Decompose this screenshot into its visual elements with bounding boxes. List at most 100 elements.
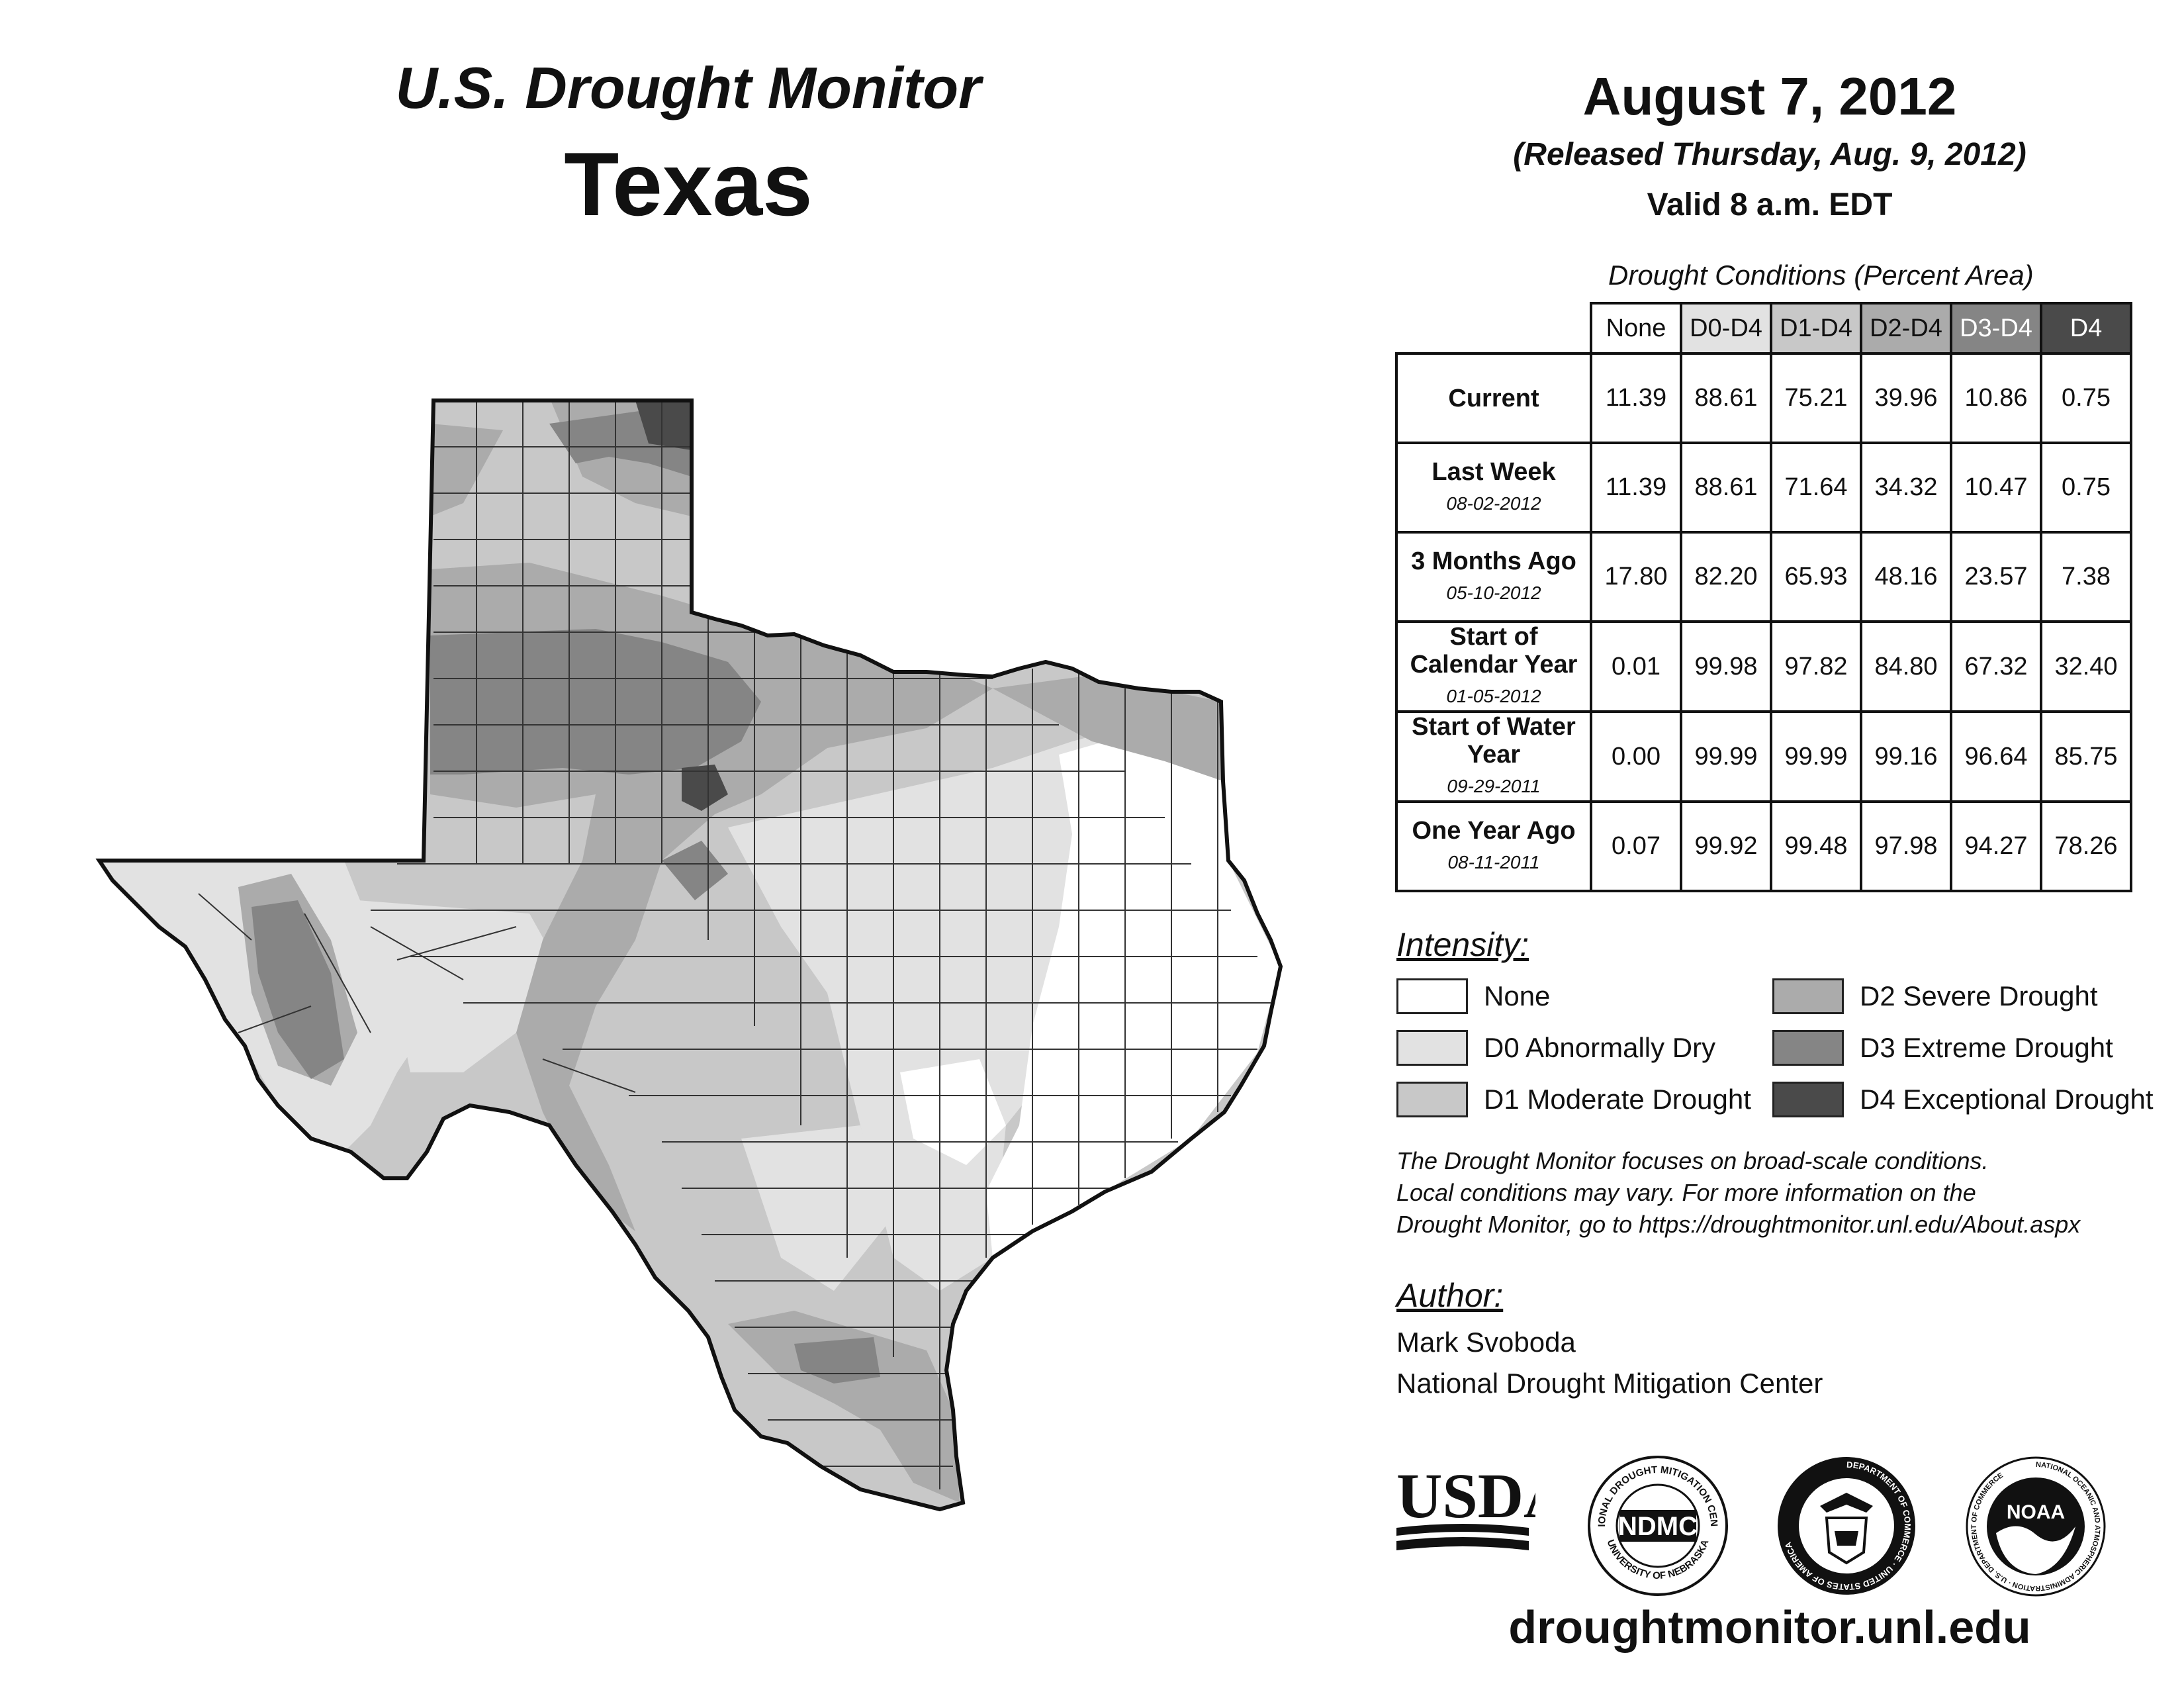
author-name: Mark Svoboda [1396, 1327, 1576, 1358]
row-label-text: Start of Water Year [1412, 713, 1576, 769]
noaa-logo: NATIONAL OCEANIC AND ATMOSPHERIC ADMINIS… [1966, 1456, 2106, 1597]
ndmc-logo-text: NDMC [1618, 1512, 1698, 1541]
row-sublabel: 08-11-2011 [1447, 851, 1540, 872]
row-label-text: 3 Months Ago [1411, 547, 1576, 575]
legend-swatch [1772, 978, 1844, 1014]
commerce-seal: DEPARTMENT OF COMMERCE · UNITED STATES O… [1778, 1457, 1915, 1595]
row-label-text: Current [1448, 384, 1539, 412]
table-cell: 78.26 [2040, 800, 2132, 892]
state-title: Texas [564, 134, 813, 234]
table-cell: 11.39 [1590, 352, 1682, 444]
row-label-text: One Year Ago [1412, 816, 1576, 845]
legend-label: D1 Moderate Drought [1484, 1084, 1751, 1115]
table-cell: 71.64 [1770, 442, 1862, 534]
table-cell: 67.32 [1950, 620, 2042, 713]
table-cell: 85.75 [2040, 710, 2132, 803]
legend-item: D4 Exceptional Drought [1772, 1082, 2154, 1117]
row-sublabel: 05-10-2012 [1446, 582, 1541, 603]
table-row: 3 Months Ago 05-10-2012 17.80 82.20 65.93… [1395, 531, 2132, 623]
row-sublabel: 01-05-2012 [1446, 686, 1541, 706]
table-cell: 65.93 [1770, 531, 1862, 623]
legend-item: D1 Moderate Drought [1396, 1082, 1751, 1117]
table-cell: 0.01 [1590, 620, 1682, 713]
legend-swatch [1772, 1030, 1844, 1066]
column-header: D2-D4 [1860, 302, 1952, 355]
table-cell: 99.48 [1770, 800, 1862, 892]
ship-icon [1835, 1531, 1858, 1546]
table-cell: 99.92 [1680, 800, 1772, 892]
eagle-icon [1820, 1493, 1873, 1513]
table-cell: 23.57 [1950, 531, 2042, 623]
usda-logo-text: USDA [1396, 1460, 1535, 1531]
table-cell: 82.20 [1680, 531, 1772, 623]
drought-conditions-table: None D0-D4 D1-D4 D2-D4 D3-D4 D4 Current … [1395, 302, 2132, 892]
column-header: D1-D4 [1770, 302, 1862, 355]
table-cell: 17.80 [1590, 531, 1682, 623]
row-label-text: Start of Calendar Year [1410, 623, 1578, 679]
legend-label: D4 Exceptional Drought [1860, 1084, 2154, 1115]
author-title: Author: [1396, 1277, 1504, 1314]
legend-item: None [1396, 978, 1550, 1014]
row-label: Last Week 08-02-2012 [1395, 442, 1592, 534]
valid-time: Valid 8 a.m. EDT [1647, 187, 1893, 222]
note-line: Drought Monitor, go to https://droughtmo… [1396, 1211, 2081, 1238]
row-label: One Year Ago 08-11-2011 [1395, 800, 1592, 892]
legend-swatch [1772, 1082, 1844, 1117]
legend-title: Intensity: [1396, 926, 1529, 963]
table-cell: 99.99 [1770, 710, 1862, 803]
table-cell: 97.82 [1770, 620, 1862, 713]
table-row: Start of Calendar Year 01-05-2012 0.01 99… [1395, 620, 2132, 713]
table-cell: 99.98 [1680, 620, 1772, 713]
table-cell: 32.40 [2040, 620, 2132, 713]
ndmc-logo: NATIONAL DROUGHT MITIGATION CENTER UNIVE… [1585, 1453, 1728, 1596]
table-cell: 75.21 [1770, 352, 1862, 444]
table-cell: 10.47 [1950, 442, 2042, 534]
row-sublabel: 08-02-2012 [1446, 492, 1541, 514]
table-cell: 0.00 [1590, 710, 1682, 803]
table-cell: 97.98 [1860, 800, 1952, 892]
ndmc-badge [1619, 1510, 1696, 1542]
table-cell: 88.61 [1680, 442, 1772, 534]
legend-swatch [1396, 1030, 1468, 1066]
row-sublabel: 09-29-2011 [1447, 776, 1541, 796]
note-line: Local conditions may vary. For more info… [1396, 1179, 1976, 1206]
table-cell: 99.99 [1680, 710, 1772, 803]
table-cell: 96.64 [1950, 710, 2042, 803]
table-row: Current 11.39 88.61 75.21 39.96 10.86 0.… [1395, 352, 2132, 444]
table-cell: 0.07 [1590, 800, 1682, 892]
table-cell: 34.32 [1860, 442, 1952, 534]
note-line: The Drought Monitor focuses on broad-sca… [1396, 1147, 1989, 1174]
column-header: None [1590, 302, 1682, 355]
author-org: National Drought Mitigation Center [1396, 1368, 1823, 1399]
column-header: D0-D4 [1680, 302, 1772, 355]
table-cell: 84.80 [1860, 620, 1952, 713]
legend-label: D2 Severe Drought [1860, 980, 2098, 1011]
legend-label: D0 Abnormally Dry [1484, 1032, 1716, 1063]
table-cell: 0.75 [2040, 442, 2132, 534]
column-header: D3-D4 [1950, 302, 2042, 355]
table-caption: Drought Conditions (Percent Area) [1608, 259, 2034, 291]
legend-item: D2 Severe Drought [1772, 978, 2098, 1014]
legend-item: D0 Abnormally Dry [1396, 1030, 1715, 1066]
table-cell: 39.96 [1860, 352, 1952, 444]
table-row: One Year Ago 08-11-2011 0.07 99.92 99.48 … [1395, 800, 2132, 892]
column-header: D4 [2040, 302, 2132, 355]
row-label: 3 Months Ago 05-10-2012 [1395, 531, 1592, 623]
table-corner [1396, 303, 1591, 355]
table-cell: 99.16 [1860, 710, 1952, 803]
table-row: Start of Water Year 09-29-2011 0.00 99.99… [1395, 710, 2132, 803]
row-label: Start of Water Year 09-29-2011 [1395, 710, 1592, 803]
disclaimer-note: The Drought Monitor focuses on broad-sca… [1396, 1145, 2080, 1241]
usda-stripe [1396, 1524, 1529, 1536]
row-label-text: Last Week [1432, 457, 1556, 486]
legend-swatch [1396, 1082, 1468, 1117]
legend-label: D3 Extreme Drought [1860, 1032, 2113, 1063]
row-label: Start of Calendar Year 01-05-2012 [1395, 620, 1592, 713]
table-cell: 11.39 [1590, 442, 1682, 534]
table-header-row: None D0-D4 D1-D4 D2-D4 D3-D4 D4 [1396, 302, 2132, 355]
table-row: Last Week 08-02-2012 11.39 88.61 71.64 34… [1395, 442, 2132, 534]
website-url[interactable]: droughtmonitor.unl.edu [1508, 1601, 2031, 1653]
map-title: U.S. Drought Monitor [395, 55, 981, 120]
map-date: August 7, 2012 [1582, 67, 1957, 126]
usda-logo: USDA [1396, 1460, 1535, 1550]
